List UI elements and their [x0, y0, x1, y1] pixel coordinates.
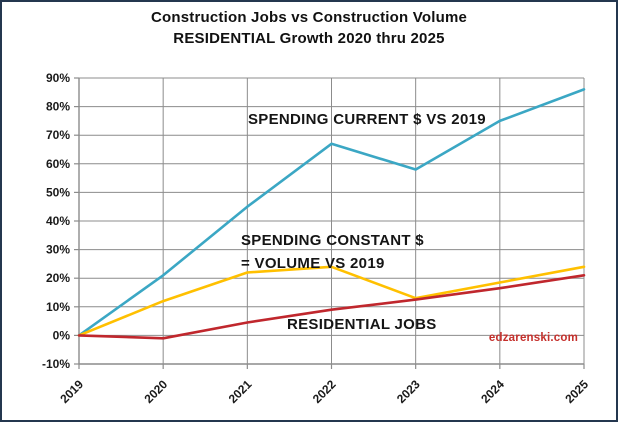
x-tick-label: 2024: [478, 377, 507, 406]
series-label-residential-jobs: RESIDENTIAL JOBS: [287, 316, 437, 333]
series-label-spending-constant-line1: SPENDING CONSTANT $: [241, 232, 424, 249]
series-label-spending-constant: SPENDING CONSTANT $ = VOLUME VS 2019: [241, 229, 424, 275]
y-tick-label: 20%: [46, 271, 70, 285]
x-tick-label: 2021: [226, 377, 255, 406]
y-tick-label: 90%: [46, 71, 70, 85]
y-tick-label: 60%: [46, 157, 70, 171]
watermark-text: edzarenski.com: [488, 332, 578, 344]
series-line: [77, 88, 586, 337]
y-tick-label: 0%: [53, 328, 71, 342]
y-tick-label: 80%: [46, 100, 70, 114]
y-tick-label: 50%: [46, 185, 70, 199]
series-label-spending-current: SPENDING CURRENT $ VS 2019: [248, 111, 486, 128]
y-tick-label: 70%: [46, 128, 70, 142]
series-line: [77, 273, 586, 340]
x-tick-label: 2022: [310, 377, 339, 406]
x-tick-label: 2025: [562, 377, 591, 406]
y-tick-label: 10%: [46, 300, 70, 314]
x-tick-label: 2023: [394, 377, 423, 406]
chart-title-line2: RESIDENTIAL Growth 2020 thru 2025: [173, 30, 445, 47]
chart-title: Construction Jobs vs Construction Volume…: [2, 7, 616, 49]
x-tick-label: 2019: [57, 377, 86, 406]
x-tick-label: 2020: [142, 377, 171, 406]
series-label-spending-constant-line2: = VOLUME VS 2019: [241, 255, 385, 272]
chart-title-line1: Construction Jobs vs Construction Volume: [150, 9, 468, 26]
y-tick-label: -10%: [42, 357, 70, 371]
series-line: [77, 265, 586, 337]
y-tick-label: 30%: [46, 243, 70, 257]
y-tick-label: 40%: [46, 214, 70, 228]
